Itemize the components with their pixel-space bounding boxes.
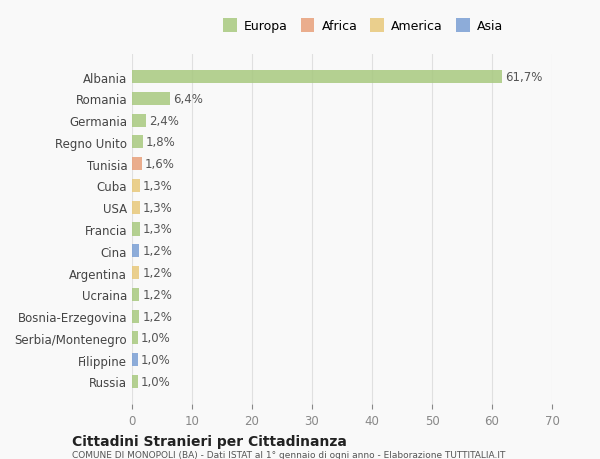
Text: 1,0%: 1,0%: [141, 353, 171, 366]
Bar: [132, 331, 138, 345]
Text: 1,3%: 1,3%: [143, 202, 173, 214]
Text: 1,2%: 1,2%: [142, 310, 172, 323]
Text: 6,4%: 6,4%: [173, 93, 203, 106]
Text: Cittadini Stranieri per Cittadinanza: Cittadini Stranieri per Cittadinanza: [72, 434, 347, 448]
Text: 61,7%: 61,7%: [505, 71, 542, 84]
Bar: [132, 114, 146, 128]
Text: COMUNE DI MONOPOLI (BA) - Dati ISTAT al 1° gennaio di ogni anno - Elaborazione T: COMUNE DI MONOPOLI (BA) - Dati ISTAT al …: [72, 450, 505, 459]
Bar: [132, 375, 138, 388]
Legend: Europa, Africa, America, Asia: Europa, Africa, America, Asia: [219, 16, 507, 37]
Text: 1,0%: 1,0%: [141, 331, 171, 345]
Bar: [132, 93, 170, 106]
Bar: [132, 201, 140, 214]
Bar: [132, 179, 140, 193]
Text: 1,2%: 1,2%: [142, 288, 172, 301]
Text: 1,6%: 1,6%: [145, 158, 175, 171]
Text: 1,3%: 1,3%: [143, 223, 173, 236]
Bar: [132, 158, 142, 171]
Bar: [132, 288, 139, 301]
Text: 1,2%: 1,2%: [142, 245, 172, 257]
Bar: [132, 353, 138, 366]
Text: 1,8%: 1,8%: [146, 136, 176, 149]
Bar: [132, 71, 502, 84]
Text: 2,4%: 2,4%: [149, 114, 179, 128]
Bar: [132, 245, 139, 258]
Text: 1,2%: 1,2%: [142, 267, 172, 280]
Text: 1,3%: 1,3%: [143, 179, 173, 192]
Bar: [132, 223, 140, 236]
Text: 1,0%: 1,0%: [141, 375, 171, 388]
Bar: [132, 266, 139, 280]
Bar: [132, 310, 139, 323]
Bar: [132, 136, 143, 149]
